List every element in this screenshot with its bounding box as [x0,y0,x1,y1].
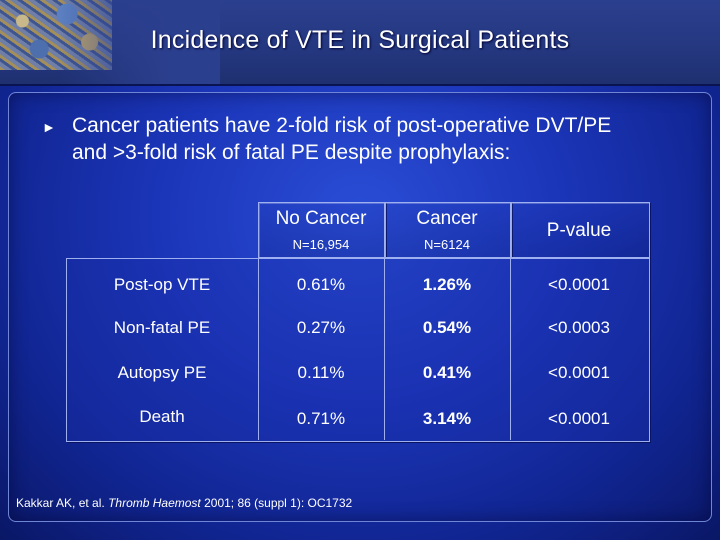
cell-no-cancer: 0.11% [297,363,345,382]
row-label-death: Death [139,407,185,426]
citation-authors: Kakkar AK, et al. [16,496,105,510]
cell-cancer: 0.41% [422,363,472,382]
title-bar: Incidence of VTE in Surgical Patients [0,0,720,86]
citation: Kakkar AK, et al. Thromb Haemost 2001; 8… [16,496,352,510]
cell-p-value: <0.0001 [548,363,610,382]
cell-p-value: <0.0003 [548,318,610,337]
header-p-value [510,202,650,258]
column-sub-no-cancer: N=16,954 [292,237,350,252]
column-label-no-cancer: No Cancer [275,208,367,229]
cell-p-value: <0.0001 [548,409,610,428]
cell-p-value: <0.0001 [548,275,610,294]
bullet-line-1: Cancer patients have 2-fold risk of post… [72,114,612,137]
header-cancer [384,202,512,258]
triangle-bullet-icon: ► [42,119,56,135]
cell-cancer: 1.26% [422,275,472,294]
header-no-cancer [258,202,386,258]
slide-title: Incidence of VTE in Surgical Patients [150,26,570,54]
citation-details: 2001; 86 (suppl 1): OC1732 [204,496,353,510]
cell-no-cancer: 0.27% [296,318,346,337]
cell-cancer: 0.54% [422,318,472,337]
row-label-autopsy-pe: Autopsy PE [117,363,207,382]
table-body [66,258,650,442]
content-frame [8,92,712,522]
bullet-line-2: and >3-fold risk of fatal PE despite pro… [72,141,511,164]
cell-no-cancer: 0.71% [296,409,346,428]
column-label-cancer: Cancer [416,208,478,229]
row-label-post-op-vte: Post-op VTE [113,275,211,294]
cell-no-cancer: 0.61% [296,275,346,294]
column-label-p-value: P-value [546,220,612,241]
cell-cancer: 3.14% [422,409,472,428]
bullet-text: Cancer patients have 2-fold risk of post… [72,112,712,166]
citation-journal: Thromb Haemost [108,496,201,510]
row-label-non-fatal-pe: Non-fatal PE [113,318,211,337]
column-sub-cancer: N=6124 [424,237,470,252]
